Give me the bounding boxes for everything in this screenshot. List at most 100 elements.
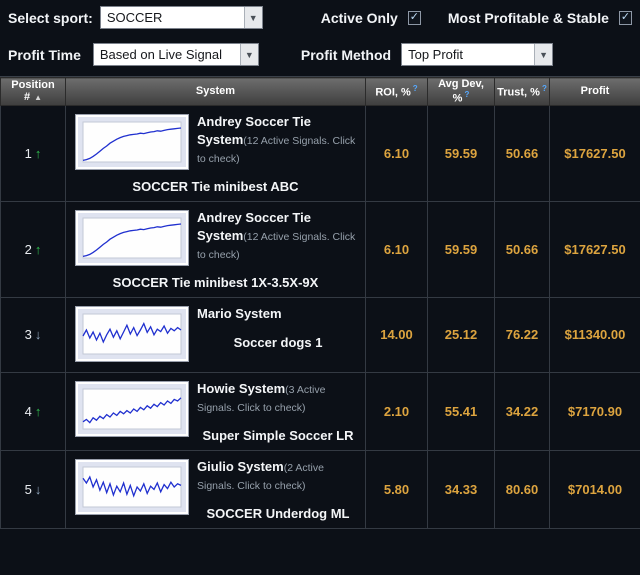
signals-note[interactable]: (12 Active Signals. Click to check) xyxy=(197,230,356,261)
header-avg-dev[interactable]: Avg Dev, % xyxy=(427,77,495,106)
avg-dev-cell: 59.59 xyxy=(427,104,495,202)
system-cell[interactable]: Giulio System(2 Active Signals. Click to… xyxy=(65,449,366,529)
system-header: Andrey Soccer Tie System(12 Active Signa… xyxy=(72,209,359,263)
toolbar-row-2: Profit Time Based on Live Signal ▼ Profi… xyxy=(8,43,632,66)
header-system-label: System xyxy=(195,85,236,98)
position-number: 3 xyxy=(24,327,32,343)
position-cell: 2 ↑ xyxy=(0,200,66,298)
profit-method-label: Profit Method xyxy=(300,46,392,63)
header-roi[interactable]: ROI, % xyxy=(365,77,428,106)
position-number: 1 xyxy=(24,145,32,161)
header-avg-dev-label: Avg Dev, % xyxy=(438,78,484,105)
signals-note[interactable]: (3 Active Signals. Click to check) xyxy=(197,383,326,414)
trust-cell: 80.60 xyxy=(494,449,550,529)
header-system[interactable]: System xyxy=(65,77,366,106)
roi-cell: 6.10 xyxy=(365,104,428,202)
profit-cell: $17627.50 xyxy=(549,200,640,298)
most-profitable-checkbox[interactable]: ✓ xyxy=(618,10,632,25)
avg-dev-cell: 55.41 xyxy=(427,371,495,451)
system-chart-thumbnail[interactable] xyxy=(75,113,189,170)
header-trust-label: Trust, % xyxy=(497,86,540,99)
header-profit[interactable]: Profit xyxy=(549,77,640,106)
position-number: 4 xyxy=(24,403,32,419)
avg-dev-cell: 34.33 xyxy=(427,449,495,529)
system-subtitle[interactable]: Super Simple Soccer LR xyxy=(202,427,354,443)
table-header-row: Position #▲ System ROI, % Avg Dev, % Tru… xyxy=(0,77,640,106)
system-name[interactable]: Giulio System xyxy=(197,458,284,474)
table-row: 1 ↑ Andrey Soccer Tie System(12 Active Sig… xyxy=(0,104,640,202)
avg-dev-cell: 59.59 xyxy=(427,200,495,298)
chevron-down-icon[interactable]: ▼ xyxy=(534,44,553,65)
position-cell: 3 ↓ xyxy=(0,296,66,373)
system-header: Andrey Soccer Tie System(12 Active Signa… xyxy=(72,113,359,167)
system-cell[interactable]: Andrey Soccer Tie System(12 Active Signa… xyxy=(65,104,366,202)
system-chart-thumbnail[interactable] xyxy=(75,380,189,437)
most-profitable-label: Most Profitable & Stable xyxy=(447,9,609,26)
info-icon[interactable] xyxy=(464,90,469,99)
chevron-down-icon[interactable]: ▼ xyxy=(239,44,258,65)
trust-cell: 34.22 xyxy=(494,371,550,451)
system-name[interactable]: Andrey Soccer Tie System xyxy=(197,209,311,243)
profit-cell: $7170.90 xyxy=(549,371,640,451)
header-trust[interactable]: Trust, % xyxy=(494,77,550,106)
header-position-label: Position # xyxy=(11,79,55,104)
table-row: 3 ↓ Mario System Soccer dogs 1 14.00 25.12 76.… xyxy=(0,296,640,373)
system-chart-thumbnail[interactable] xyxy=(75,305,189,362)
system-table-body: 1 ↑ Andrey Soccer Tie System(12 Active Sig… xyxy=(0,104,640,529)
position-cell: 4 ↑ xyxy=(0,371,66,451)
profit-time-dropdown-value: Based on Live Signal xyxy=(99,47,223,62)
profit-method-dropdown-value: Top Profit xyxy=(408,47,464,62)
avg-dev-cell: 25.12 xyxy=(427,296,495,373)
system-name[interactable]: Mario System xyxy=(197,305,282,321)
active-only-label: Active Only xyxy=(320,9,398,26)
select-sport-label: Select sport: xyxy=(8,9,93,26)
position-number: 5 xyxy=(24,481,32,497)
system-subtitle[interactable]: SOCCER Tie minibest ABC xyxy=(132,178,299,194)
header-roi-label: ROI, % xyxy=(375,86,411,99)
table-row: 2 ↑ Andrey Soccer Tie System(12 Active Sig… xyxy=(0,200,640,298)
trend-up-arrow-icon: ↑ xyxy=(34,403,42,419)
info-icon[interactable] xyxy=(542,84,547,93)
profit-method-dropdown[interactable]: Top Profit ▼ xyxy=(401,43,554,66)
system-chart-thumbnail[interactable] xyxy=(75,458,189,515)
info-icon[interactable] xyxy=(413,84,418,93)
system-cell[interactable]: Howie System(3 Active Signals. Click to … xyxy=(65,371,366,451)
system-cell[interactable]: Andrey Soccer Tie System(12 Active Signa… xyxy=(65,200,366,298)
position-cell: 5 ↓ xyxy=(0,449,66,529)
signals-note[interactable]: (12 Active Signals. Click to check) xyxy=(197,134,356,165)
trend-down-arrow-icon: ↓ xyxy=(34,327,42,343)
system-name[interactable]: Andrey Soccer Tie System xyxy=(197,113,311,147)
system-subtitle[interactable]: SOCCER Underdog ML xyxy=(206,505,350,521)
roi-cell: 2.10 xyxy=(365,371,428,451)
profit-time-label: Profit Time xyxy=(8,46,81,63)
sort-ascending-icon: ▲ xyxy=(34,93,43,103)
profit-time-dropdown[interactable]: Based on Live Signal ▼ xyxy=(92,43,259,66)
system-subtitle[interactable]: Soccer dogs 1 xyxy=(233,334,323,350)
system-cell[interactable]: Mario System Soccer dogs 1 xyxy=(65,296,366,373)
profit-cell: $7014.00 xyxy=(549,449,640,529)
trust-cell: 50.66 xyxy=(494,104,550,202)
signals-note[interactable]: (2 Active Signals. Click to check) xyxy=(197,461,324,492)
trend-up-arrow-icon: ↑ xyxy=(34,145,42,161)
position-cell: 1 ↑ xyxy=(0,104,66,202)
systems-table: Position #▲ System ROI, % Avg Dev, % Tru… xyxy=(0,77,640,529)
header-position[interactable]: Position # ▲ xyxy=(0,77,66,106)
profit-cell: $11340.00 xyxy=(549,296,640,373)
system-name[interactable]: Howie System xyxy=(197,380,286,396)
table-row: 4 ↑ Howie System(3 Active Signals. Click t… xyxy=(0,371,640,451)
trust-cell: 50.66 xyxy=(494,200,550,298)
trust-cell: 76.22 xyxy=(494,296,550,373)
chevron-down-icon[interactable]: ▼ xyxy=(243,7,262,28)
sport-dropdown-value: SOCCER xyxy=(106,10,163,25)
profit-cell: $17627.50 xyxy=(549,104,640,202)
roi-cell: 6.10 xyxy=(365,200,428,298)
system-chart-thumbnail[interactable] xyxy=(75,209,189,266)
system-subtitle[interactable]: SOCCER Tie minibest 1X-3.5X-9X xyxy=(112,274,319,290)
trend-up-arrow-icon: ↑ xyxy=(34,241,42,257)
trend-down-arrow-icon: ↓ xyxy=(34,481,42,497)
filter-toolbar: Select sport: SOCCER ▼ Active Only ✓ Mos… xyxy=(0,0,640,77)
position-number: 2 xyxy=(24,241,32,257)
active-only-checkbox[interactable]: ✓ xyxy=(407,10,421,25)
table-row: 5 ↓ Giulio System(2 Active Signals. Click … xyxy=(0,449,640,529)
sport-dropdown[interactable]: SOCCER ▼ xyxy=(99,6,263,29)
